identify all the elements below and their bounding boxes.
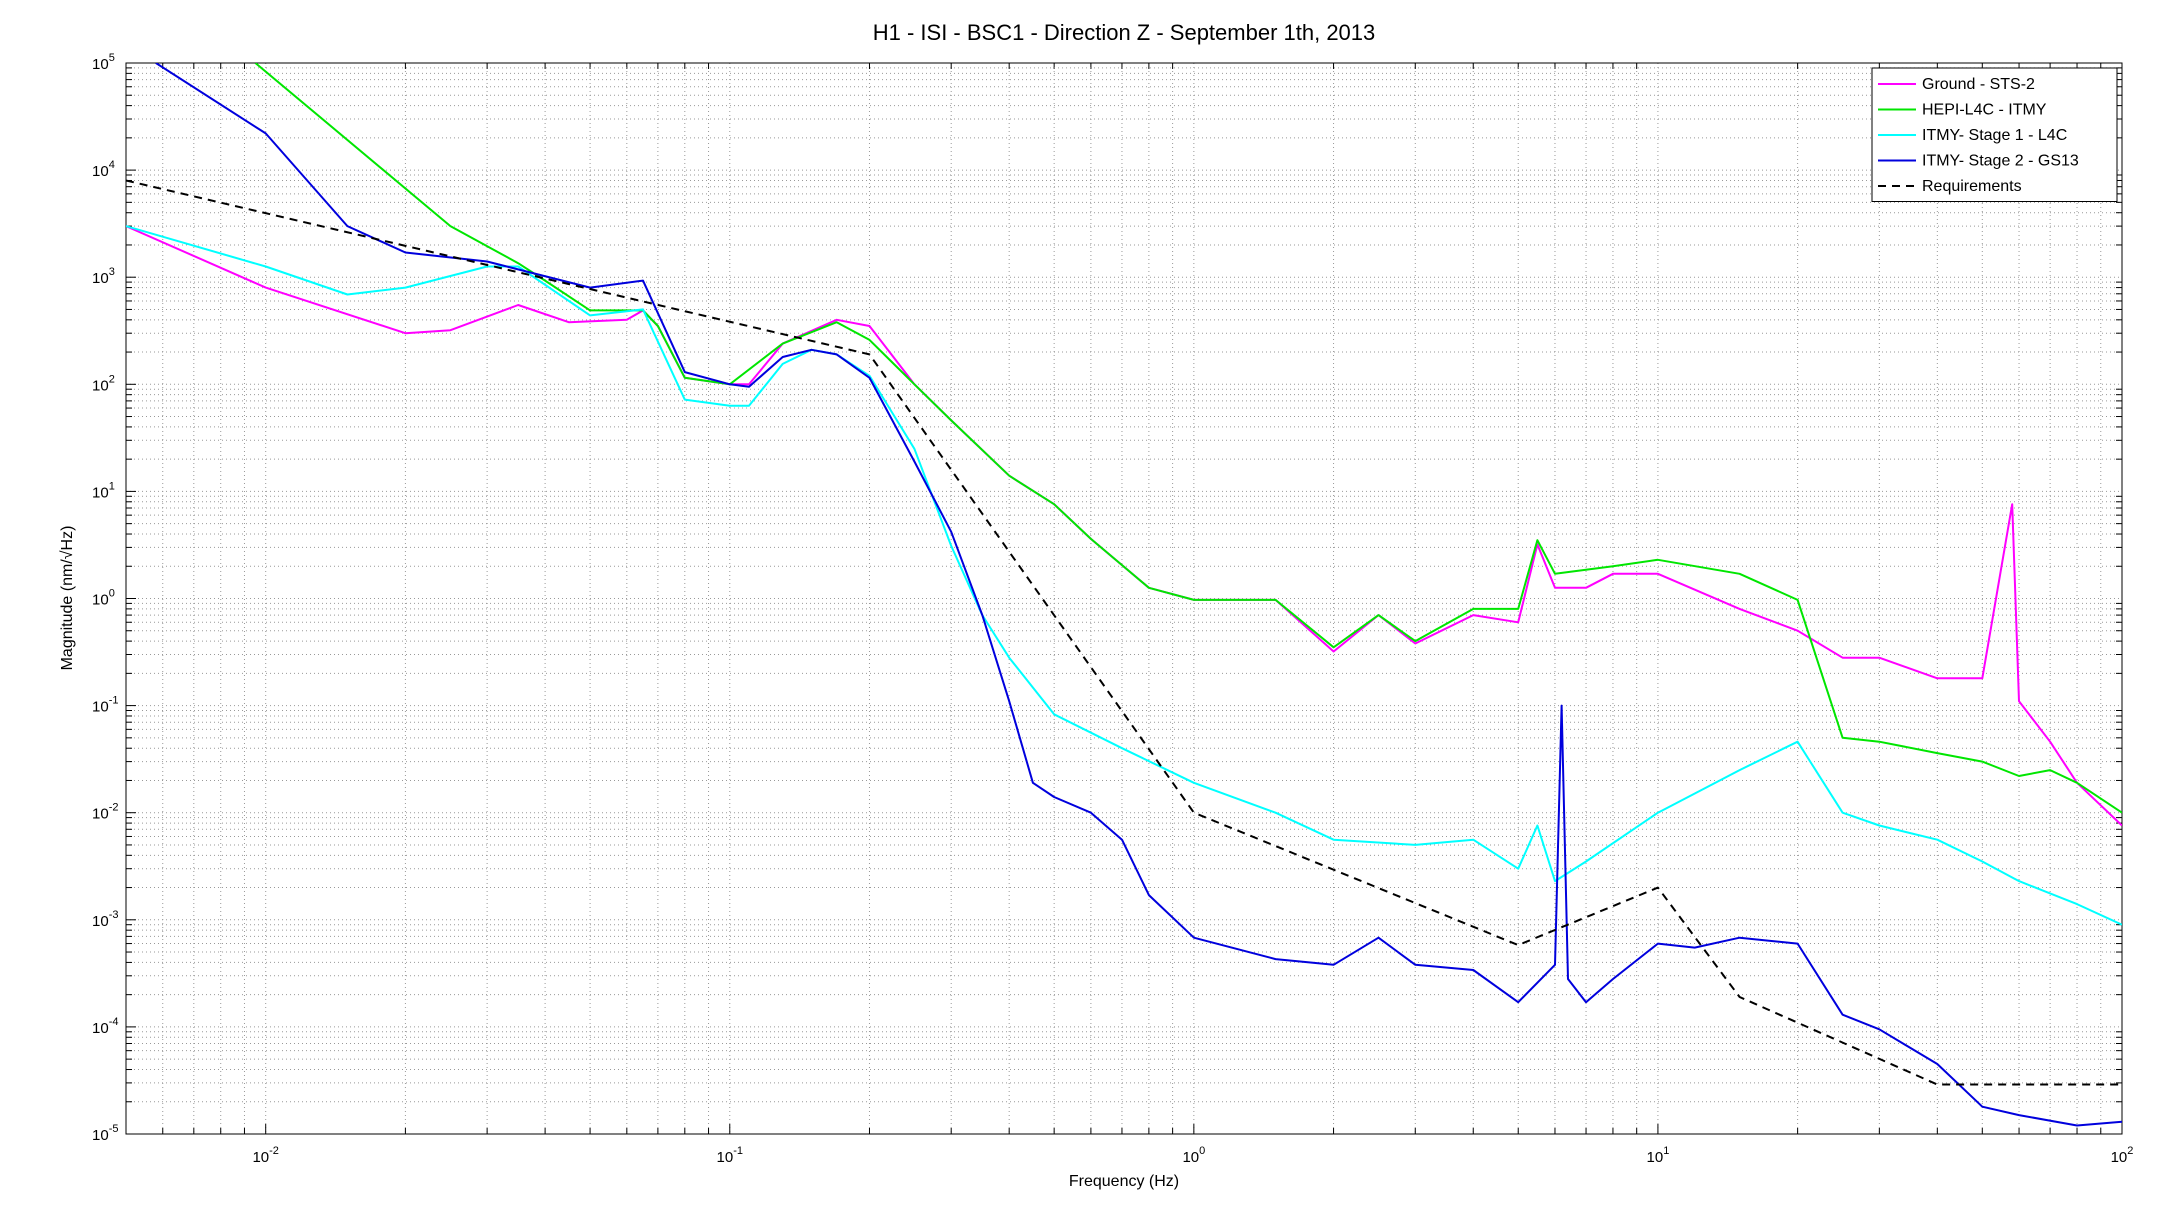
series-line [126, 179, 2122, 1086]
y-tick-label: 101 [92, 480, 115, 501]
legend-label: Ground - STS-2 [1922, 76, 2035, 93]
y-tick-label: 105 [92, 52, 115, 73]
x-tick-label: 102 [2111, 1145, 2134, 1166]
x-axis-label: Frequency (Hz) [1069, 1173, 1179, 1190]
y-tick-label: 10-4 [92, 1016, 118, 1037]
x-tick-label: 10-1 [717, 1145, 743, 1166]
x-tick-label: 10-2 [252, 1145, 278, 1166]
y-tick-label: 100 [92, 588, 115, 609]
y-tick-label: 104 [92, 159, 115, 180]
series-line [126, 225, 2122, 926]
y-tick-label: 10-3 [92, 909, 118, 930]
legend-label: ITMY- Stage 2 - GS13 [1922, 153, 2079, 170]
series-line [254, 63, 2122, 814]
chart-title: H1 - ISI - BSC1 - Direction Z - Septembe… [873, 20, 1376, 45]
series-line [155, 63, 2122, 1127]
y-axis-label: Magnitude (nm/√Hz) [59, 526, 76, 671]
y-tick-label: 102 [92, 373, 115, 394]
y-tick-label: 10-5 [92, 1123, 118, 1144]
legend-label: ITMY- Stage 1 - L4C [1922, 127, 2067, 144]
x-tick-label: 101 [1647, 1145, 1670, 1166]
x-tick-label: 100 [1182, 1145, 1205, 1166]
y-tick-label: 10-2 [92, 802, 118, 823]
legend-label: Requirements [1922, 178, 2022, 195]
plot-frame [125, 62, 2123, 1135]
legend-label: HEPI-L4C - ITMY [1922, 102, 2047, 119]
y-tick-label: 103 [92, 266, 115, 287]
plot-area [126, 63, 2122, 1127]
y-tick-label: 10-1 [92, 695, 118, 716]
